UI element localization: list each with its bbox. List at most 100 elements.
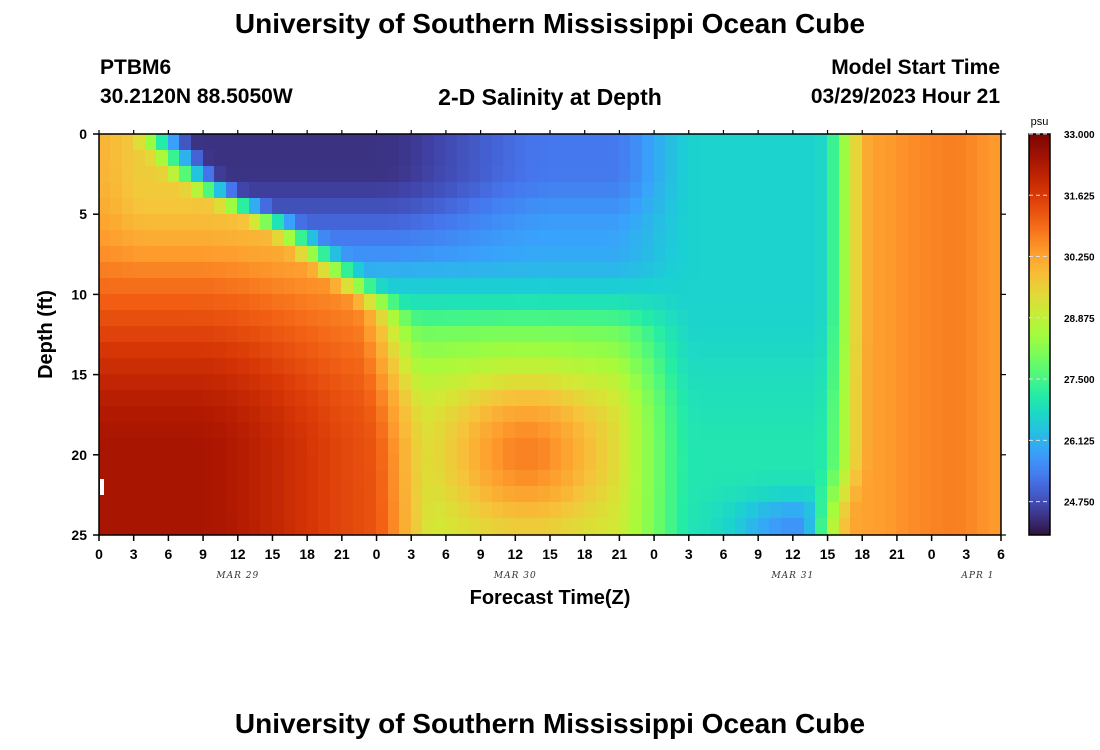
heatmap-cell — [630, 246, 644, 264]
heatmap-cell — [630, 390, 644, 408]
heatmap-cell — [422, 230, 436, 248]
heatmap-cell — [99, 374, 112, 392]
heatmap-cell — [862, 198, 875, 216]
heatmap-cell — [827, 326, 841, 344]
heatmap-cell — [677, 246, 690, 264]
heatmap-cell — [769, 198, 783, 216]
heatmap-cell — [642, 262, 656, 280]
heatmap-cell — [943, 166, 956, 184]
heatmap-cell — [596, 182, 609, 200]
heatmap-cell — [954, 486, 968, 504]
heatmap-cell — [596, 374, 609, 392]
heatmap-cell — [758, 230, 771, 248]
heatmap-cell — [584, 134, 598, 152]
heatmap-cell — [758, 342, 771, 360]
heatmap-cell — [885, 310, 898, 328]
heatmap-cell — [989, 166, 1002, 184]
heatmap-cell — [827, 390, 841, 408]
heatmap-cell — [445, 262, 459, 280]
heatmap-cell — [503, 182, 517, 200]
heatmap-cell — [723, 294, 737, 312]
heatmap-cell — [515, 390, 528, 408]
heatmap-cell — [272, 214, 286, 232]
heatmap-cell — [804, 150, 817, 168]
heatmap-cell — [364, 374, 378, 392]
heatmap-cell — [839, 246, 852, 264]
heatmap-cell — [804, 166, 817, 184]
heatmap-cell — [272, 134, 286, 152]
heatmap-cell — [330, 502, 343, 520]
heatmap-cell — [839, 502, 852, 520]
heatmap-cell — [954, 342, 968, 360]
heatmap-cell — [862, 294, 875, 312]
heatmap-cell — [908, 502, 922, 520]
heatmap-cell — [457, 246, 471, 264]
heatmap-cell — [526, 294, 540, 312]
heatmap-cell — [538, 182, 551, 200]
heatmap-cell — [469, 422, 482, 440]
heatmap-cell — [422, 422, 436, 440]
heatmap-cell — [318, 422, 332, 440]
heatmap-cell — [434, 310, 447, 328]
heatmap-cell — [99, 406, 112, 424]
heatmap-cell — [179, 134, 193, 152]
heatmap-cell — [769, 310, 783, 328]
heatmap-cell — [99, 342, 112, 360]
heatmap-cell — [156, 374, 170, 392]
heatmap-cell — [145, 342, 158, 360]
heatmap-cell — [584, 470, 598, 488]
heatmap-cell — [538, 246, 551, 264]
heatmap-cell — [156, 310, 170, 328]
heatmap-cell — [688, 518, 702, 536]
heatmap-cell — [896, 262, 910, 280]
heatmap-cell — [711, 166, 725, 184]
heatmap-cell — [966, 310, 979, 328]
model-start-label: Model Start Time — [831, 56, 1000, 79]
heatmap-cell — [179, 246, 193, 264]
heatmap-cell — [896, 246, 910, 264]
heatmap-cell — [700, 150, 713, 168]
heatmap-cell — [769, 214, 783, 232]
heatmap-cell — [284, 486, 297, 504]
heatmap-cell — [573, 182, 586, 200]
heatmap-cell — [237, 374, 251, 392]
heatmap-cell — [607, 358, 621, 376]
heatmap-cell — [515, 310, 528, 328]
heatmap-cell — [179, 422, 193, 440]
heatmap-cell — [492, 278, 505, 296]
heatmap-cell — [249, 150, 262, 168]
heatmap-cell — [931, 150, 945, 168]
heatmap-cell — [920, 390, 933, 408]
heatmap-cell — [260, 166, 274, 184]
heatmap-cell — [330, 438, 343, 456]
heatmap-cell — [723, 374, 737, 392]
heatmap-cell — [550, 278, 563, 296]
heatmap-cell — [931, 454, 945, 472]
heatmap-cell — [457, 342, 471, 360]
heatmap-cell — [619, 214, 632, 232]
heatmap-cell — [330, 518, 343, 536]
heatmap-cell — [920, 518, 933, 536]
x-tick-label: 18 — [299, 546, 315, 562]
heatmap-cell — [226, 246, 239, 264]
heatmap-cell — [515, 262, 528, 280]
heatmap-cell — [538, 134, 551, 152]
heatmap-cell — [931, 486, 945, 504]
heatmap-cell — [630, 374, 644, 392]
heatmap-cell — [966, 518, 979, 536]
heatmap-cell — [850, 326, 864, 344]
heatmap-cell — [943, 502, 956, 520]
heatmap-cell — [758, 134, 771, 152]
heatmap-cell — [307, 342, 320, 360]
heatmap-cell — [954, 214, 968, 232]
heatmap-cell — [654, 182, 667, 200]
heatmap-cell — [399, 182, 413, 200]
heatmap-cell — [607, 326, 621, 344]
heatmap-cell — [700, 486, 713, 504]
heatmap-cell — [781, 358, 794, 376]
heatmap-cell — [804, 390, 817, 408]
heatmap-cell — [156, 182, 170, 200]
heatmap-cell — [804, 374, 817, 392]
heatmap-cell — [168, 486, 181, 504]
heatmap-cell — [804, 230, 817, 248]
